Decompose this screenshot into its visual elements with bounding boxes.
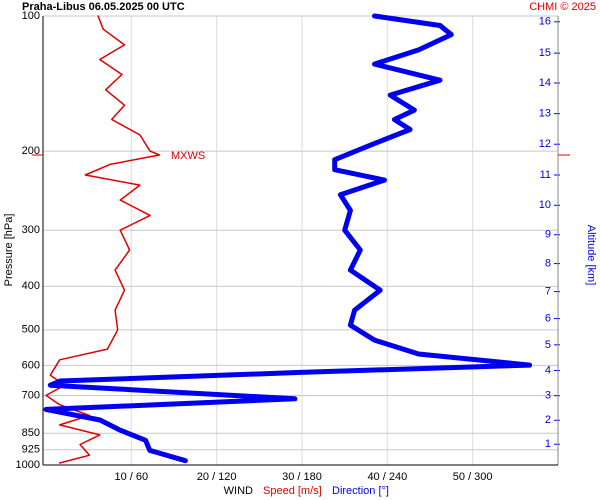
y-tick-label: 1000 xyxy=(16,459,40,471)
y2-tick-label: 4 xyxy=(545,364,551,376)
y2-tick-label: 14 xyxy=(539,77,551,89)
y2-tick-label: 7 xyxy=(545,286,551,298)
y2-tick-label: 10 xyxy=(539,199,551,211)
y2-tick-label: 11 xyxy=(540,169,551,181)
x-tick-label: 40 / 240 xyxy=(367,471,407,483)
annotation: MXWS xyxy=(171,150,205,162)
x-tick-label: 10 / 60 xyxy=(115,471,149,483)
y2-tick-label: 5 xyxy=(545,339,551,351)
y2-tick-label: 2 xyxy=(545,414,551,426)
y2-axis-label: Altitude [km] xyxy=(585,225,597,286)
y-tick-label: 925 xyxy=(22,444,40,456)
x-axis-label: WIND xyxy=(224,485,253,497)
y2-tick-label: 1 xyxy=(545,438,551,450)
y-tick-label: 500 xyxy=(22,324,40,336)
y-tick-label: 300 xyxy=(22,224,40,236)
y-tick-label: 200 xyxy=(22,145,40,157)
y-axis-label: Pressure [hPa] xyxy=(3,214,15,287)
x-tick-label: 30 / 180 xyxy=(282,471,322,483)
y2-tick-label: 15 xyxy=(539,47,551,59)
credit: CHMI © 2025 xyxy=(529,1,596,13)
y2-tick-label: 13 xyxy=(539,108,551,120)
series-line xyxy=(43,13,533,464)
y2-tick-label: 8 xyxy=(545,258,551,270)
y-tick-label: 850 xyxy=(22,427,40,439)
legend-entry: Direction [°] xyxy=(332,485,389,497)
y-tick-label: 700 xyxy=(22,389,40,401)
x-tick-label: 20 / 120 xyxy=(197,471,237,483)
y2-tick-label: 6 xyxy=(545,313,551,325)
x-tick-label: 50 / 300 xyxy=(453,471,493,483)
y2-tick-label: 3 xyxy=(545,390,551,402)
chart-title: Praha-Libus 06.05.2025 00 UTC xyxy=(22,1,185,13)
y2-tick-label: 12 xyxy=(539,138,551,150)
y2-tick-label: 9 xyxy=(545,229,551,241)
y2-tick-label: 16 xyxy=(539,16,551,28)
y-tick-label: 100 xyxy=(22,10,40,22)
y-tick-label: 400 xyxy=(22,280,40,292)
y-tick-label: 600 xyxy=(22,359,40,371)
legend-entry: Speed [m/s] xyxy=(263,485,322,497)
